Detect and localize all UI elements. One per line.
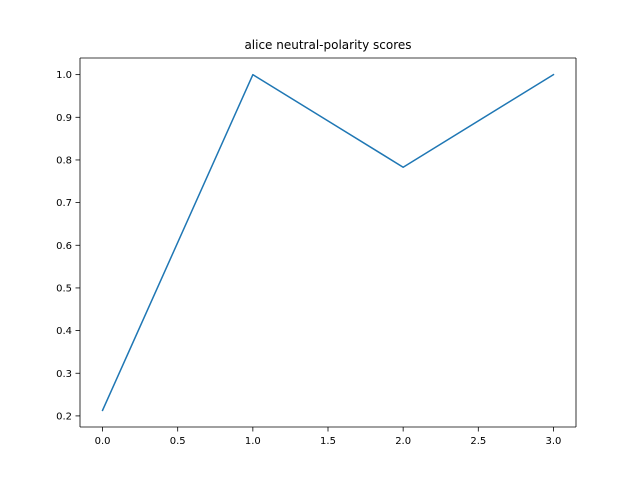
y-tick-label: 0.6 bbox=[56, 241, 72, 252]
plot-area: 0.0 0.5 1.0 1.5 2.0 2.5 3.0 0.2 0.3 0.4 0.5 0.6 0.7 0… bbox=[56, 57, 577, 447]
y-tick-label: 0.5 bbox=[56, 284, 72, 295]
x-tick-label: 3.0 bbox=[546, 436, 562, 447]
series-line-0 bbox=[101, 73, 555, 412]
y-tick-label: 0.7 bbox=[56, 198, 72, 209]
y-tick-label: 0.4 bbox=[56, 326, 72, 337]
x-tick-label: 2.0 bbox=[395, 436, 411, 447]
y-tick-label: 1.0 bbox=[56, 70, 72, 81]
chart-title: alice neutral-polarity scores bbox=[244, 38, 411, 52]
x-tick-label: 2.5 bbox=[470, 436, 486, 447]
x-tick-label: 0.0 bbox=[95, 436, 111, 447]
y-tick-label: 0.8 bbox=[56, 156, 72, 167]
x-tick-label: 0.5 bbox=[170, 436, 186, 447]
y-tick-label: 0.9 bbox=[56, 113, 72, 124]
y-tick-label: 0.2 bbox=[56, 412, 72, 423]
y-tick-label: 0.3 bbox=[56, 369, 72, 380]
x-tick-label: 1.5 bbox=[320, 436, 336, 447]
x-tick-label: 1.0 bbox=[245, 436, 261, 447]
